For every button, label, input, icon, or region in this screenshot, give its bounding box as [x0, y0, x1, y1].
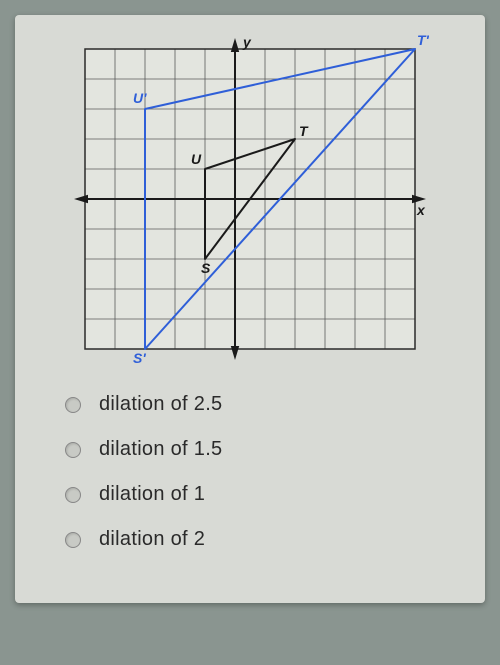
answer-option-2[interactable]: dilation of 1.5	[65, 438, 470, 461]
svg-text:U: U	[191, 151, 202, 167]
svg-text:y: y	[242, 35, 252, 50]
option-label: dilation of 1.5	[99, 438, 222, 461]
coordinate-graph: y x U' T' S' U T S	[71, 35, 429, 363]
radio-icon	[65, 442, 81, 458]
radio-icon	[65, 532, 81, 548]
radio-icon	[65, 397, 81, 413]
option-label: dilation of 2.5	[99, 393, 222, 416]
svg-text:S: S	[201, 260, 211, 276]
answer-option-3[interactable]: dilation of 1	[65, 483, 470, 506]
svg-text:x: x	[416, 202, 426, 218]
svg-text:S': S'	[133, 350, 146, 363]
option-label: dilation of 1	[99, 483, 205, 506]
answer-option-1[interactable]: dilation of 2.5	[65, 393, 470, 416]
option-label: dilation of 2	[99, 528, 205, 551]
svg-text:T: T	[299, 123, 309, 139]
answer-options: dilation of 2.5 dilation of 1.5 dilation…	[30, 393, 470, 551]
answer-option-4[interactable]: dilation of 2	[65, 528, 470, 551]
page-container: y x U' T' S' U T S dilation of 2.5 dilation of …	[0, 0, 500, 618]
svg-text:T': T'	[417, 35, 429, 48]
question-card: y x U' T' S' U T S dilation of 2.5 dilation of …	[15, 15, 485, 603]
radio-icon	[65, 487, 81, 503]
svg-text:U': U'	[133, 90, 147, 106]
graph-area: y x U' T' S' U T S	[30, 35, 470, 363]
